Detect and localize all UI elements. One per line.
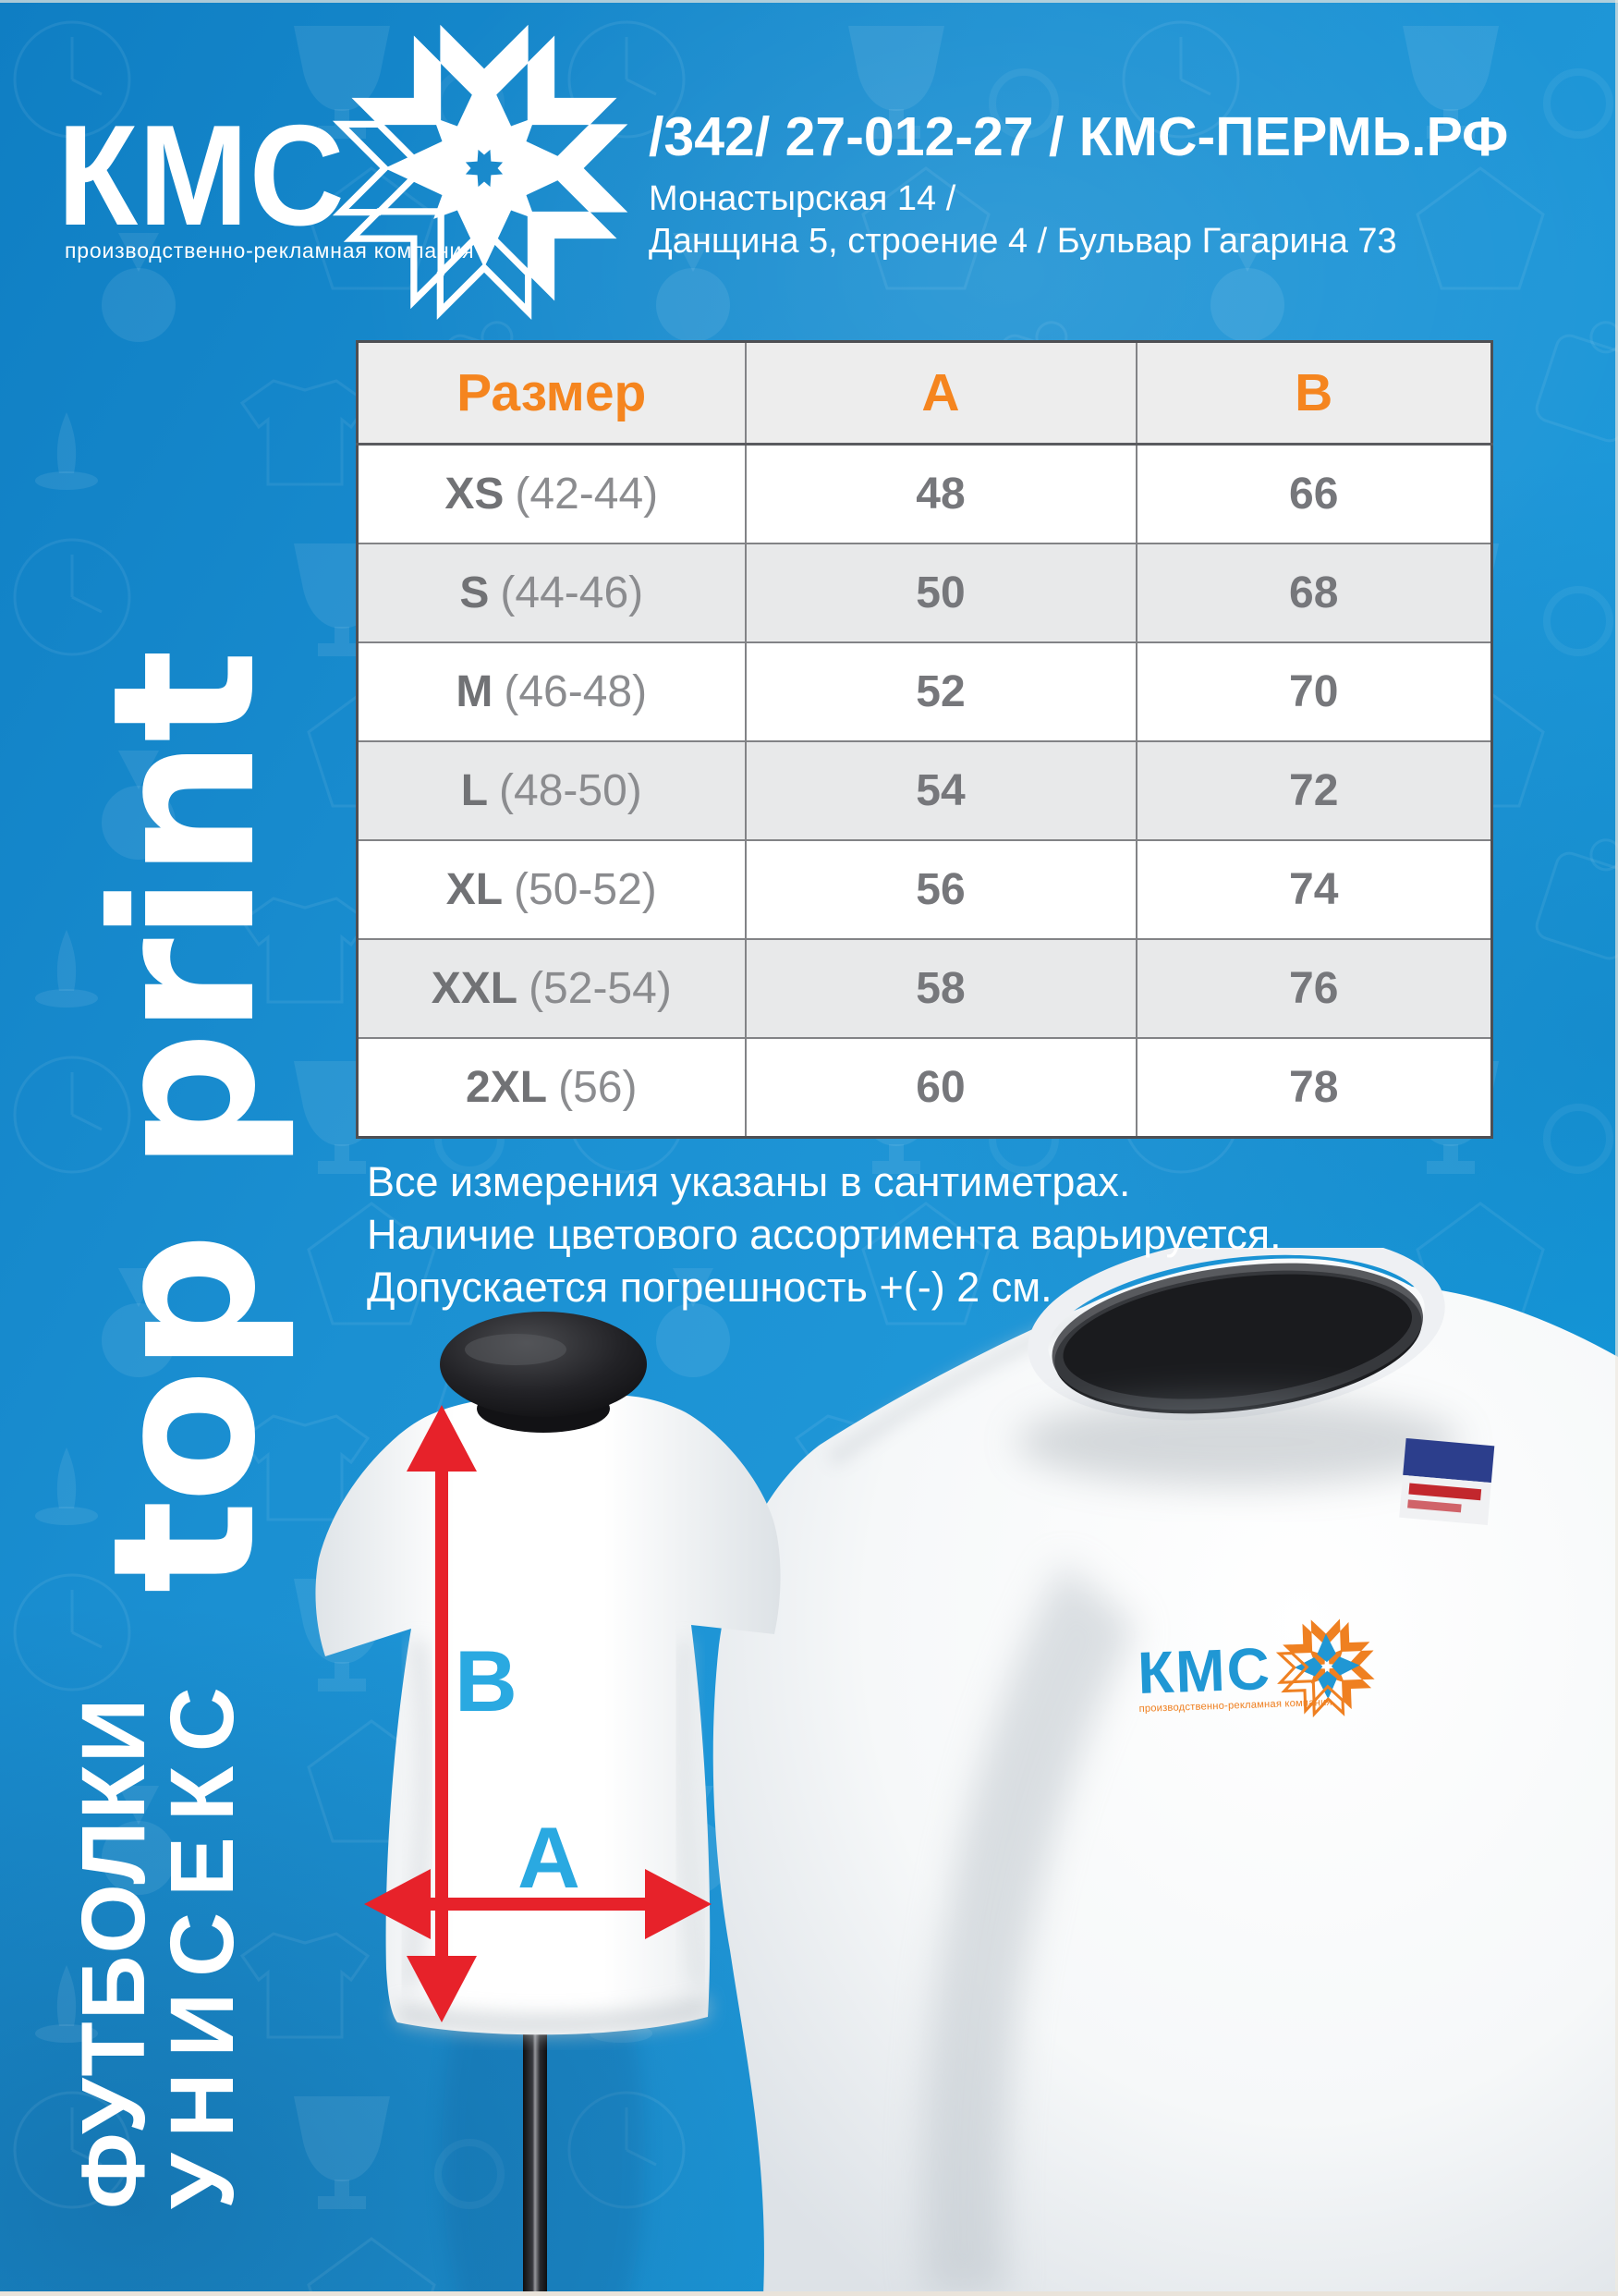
address-block: Монастырская 14 / Данщина 5, строение 4 … — [649, 177, 1397, 263]
brand-subtitle: производственно-рекламная компания — [65, 238, 475, 263]
neck-label — [1399, 1437, 1495, 1526]
note-line: Допускается погрешность +(-) 2 см. — [367, 1264, 1052, 1311]
table-row: XS (42-44) 48 66 — [356, 443, 1493, 544]
value-b-cell: 76 — [1135, 938, 1493, 1039]
mannequin-pole — [523, 2024, 547, 2296]
table-row: S (44-46) 50 68 — [356, 543, 1493, 643]
tshirt-photo-closeup: КМС производственно-рекламная компания — [712, 1248, 1618, 2296]
value-b-cell: 78 — [1135, 1037, 1493, 1139]
phone-and-site: /342/ 27-012-27 / КМС-ПЕРМЬ.РФ — [649, 106, 1509, 167]
product-vertical-title: ФУТБОЛКИ УНИСЕКС — [63, 1645, 252, 2209]
table-row: M (46-48) 52 70 — [356, 641, 1493, 742]
value-a-cell: 58 — [744, 938, 1137, 1039]
note-line: Наличие цветового ассортимента варьирует… — [367, 1211, 1282, 1258]
value-b-cell: 68 — [1135, 543, 1493, 643]
value-b-cell: 70 — [1135, 641, 1493, 742]
measurement-notes: Все измерения указаны в сантиметрах. Нал… — [367, 1155, 1282, 1313]
table-header-row: Размер A B — [356, 340, 1493, 446]
top-print-vertical-title: top print — [70, 653, 298, 1594]
value-b-cell: 74 — [1135, 839, 1493, 940]
value-a-cell: 52 — [744, 641, 1137, 742]
value-a-cell: 50 — [744, 543, 1137, 643]
fold-right — [675, 1640, 705, 1988]
address-line-2: Данщина 5, строение 4 / Бульвар Гагарина… — [649, 222, 1397, 261]
kmc-snowflake-icon — [322, 24, 628, 331]
width-label: A — [517, 1809, 580, 1906]
value-a-cell: 54 — [744, 740, 1137, 841]
table-row: L (48-50) 54 72 — [356, 740, 1493, 841]
chest-logo: КМС производственно-рекламная компания — [1137, 1618, 1375, 1716]
address-line-1: Монастырская 14 / — [649, 179, 956, 218]
mannequin-head — [440, 1312, 647, 1417]
table-row: 2XL (56) 60 78 — [356, 1037, 1493, 1139]
note-line: Все измерения указаны в сантиметрах. — [367, 1158, 1131, 1205]
value-b-cell: 72 — [1135, 740, 1493, 841]
under-collar-shadow — [1016, 1398, 1460, 1486]
size-cell: L (48-50) — [356, 740, 747, 841]
shoulder-shadow — [827, 1309, 1093, 1467]
size-cell: XS (42-44) — [356, 443, 747, 544]
chest-logo-brand: КМС — [1137, 1635, 1272, 1706]
hem-shadow — [397, 1997, 708, 2035]
size-table-body: XS (42-44) 48 66 S (44-46) 50 68 M (46-48) … — [356, 443, 1493, 1139]
value-a-cell: 48 — [744, 443, 1137, 544]
value-a-cell: 56 — [744, 839, 1137, 940]
tshirt-measurement-diagram: B A — [315, 1312, 781, 2296]
fold-left — [401, 1639, 433, 1989]
size-cell: M (46-48) — [356, 641, 747, 742]
size-cell: XXL (52-54) — [356, 938, 747, 1039]
height-label: B — [455, 1632, 517, 1729]
product-line-2: УНИСЕКС — [152, 1671, 252, 2209]
size-cell: S (44-46) — [356, 543, 747, 643]
size-table: Размер A B XS (42-44) 48 66 S (44-46) 50 — [356, 340, 1493, 1139]
table-row: XXL (52-54) 58 76 — [356, 938, 1493, 1039]
measure-arrows — [364, 1405, 712, 2022]
brand-wordmark: КМС — [57, 95, 346, 255]
size-cell: XL (50-52) — [356, 839, 747, 940]
value-a-cell: 60 — [744, 1037, 1137, 1139]
table-row: XL (50-52) 56 74 — [356, 839, 1493, 940]
column-header-a: A — [744, 340, 1137, 446]
sleeve-crease-shadow — [921, 1562, 1137, 2296]
value-b-cell: 66 — [1135, 443, 1493, 544]
product-line-1: ФУТБОЛКИ — [63, 1696, 164, 2209]
column-header-size: Размер — [356, 340, 747, 446]
column-header-b: B — [1135, 340, 1493, 446]
size-cell: 2XL (56) — [356, 1037, 747, 1139]
diagram-shirt-body — [315, 1395, 781, 2035]
head-highlight — [465, 1334, 566, 1365]
